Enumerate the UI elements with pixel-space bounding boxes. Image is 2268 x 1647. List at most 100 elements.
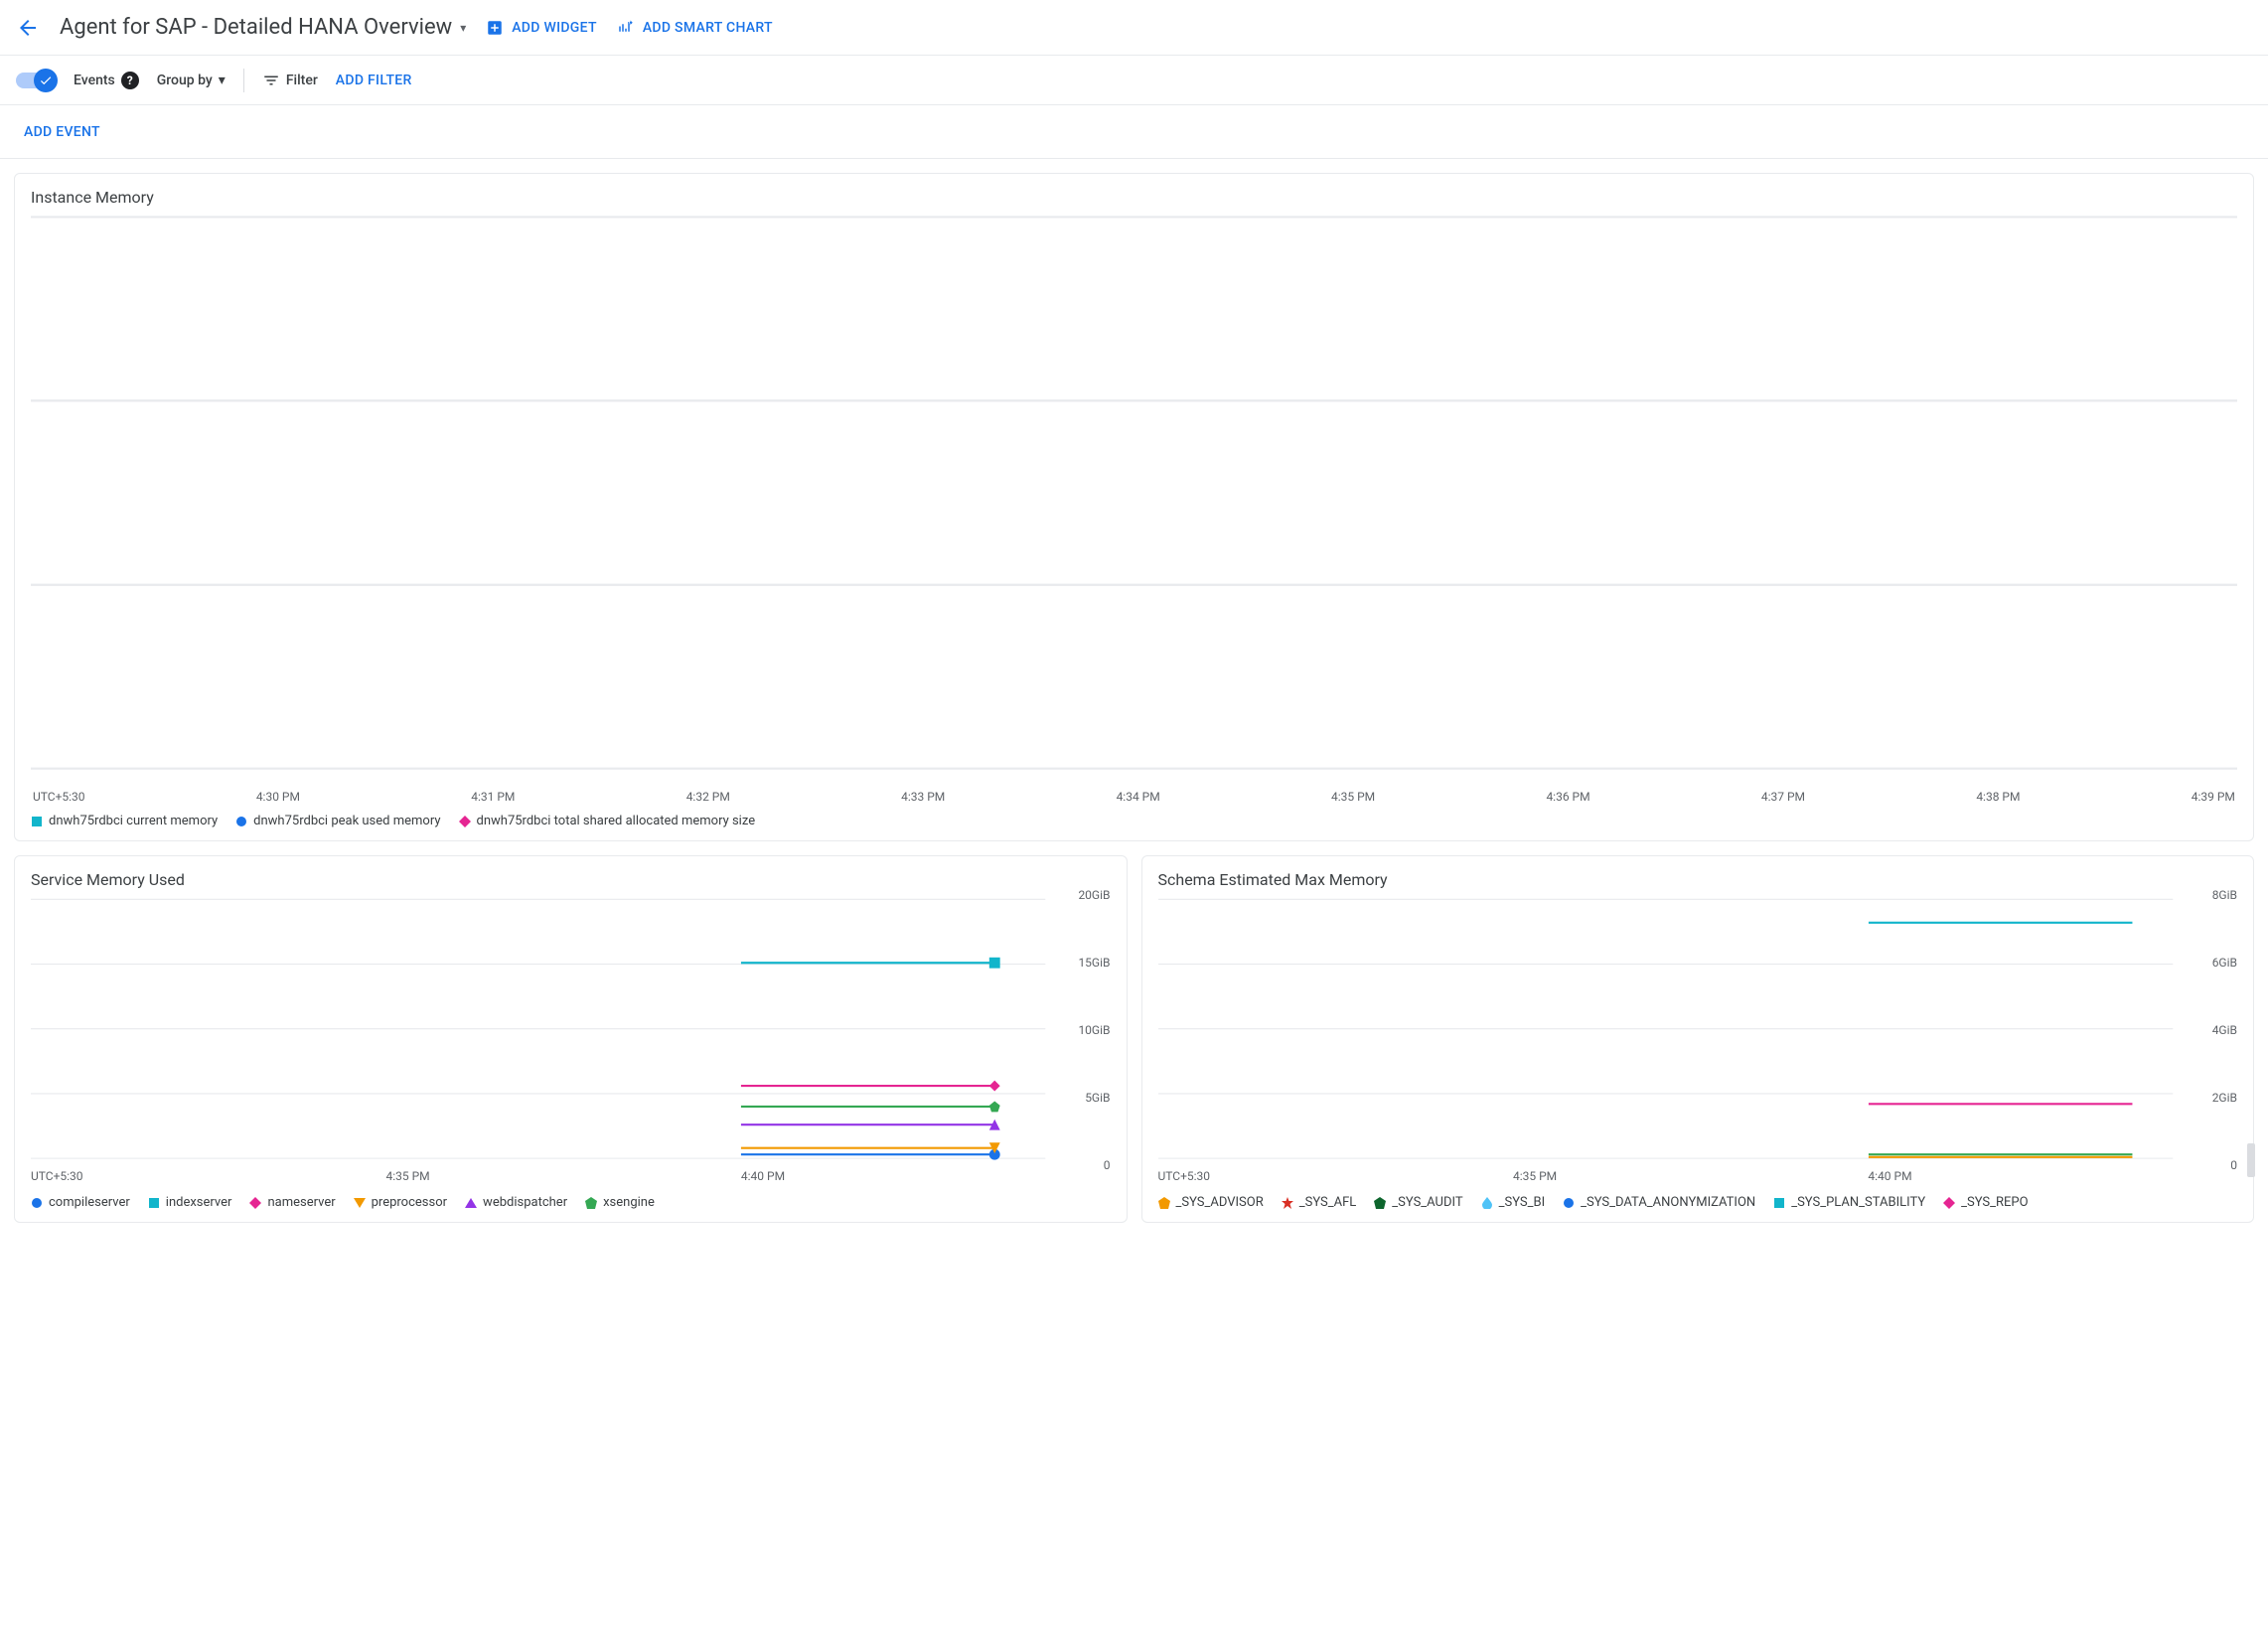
legend-label: dnwh75rdbci peak used memory [253,814,440,828]
legend-swatch [31,1197,43,1209]
x-tick: 4:35 PM [1513,1169,1557,1183]
y-tick: 10GiB [1078,1023,1110,1037]
legend-swatch [1481,1197,1493,1209]
legend-item[interactable]: _SYS_AUDIT [1374,1195,1462,1210]
legend-item[interactable]: dnwh75rdbci total shared allocated memor… [459,814,756,828]
x-axis-schema: UTC+5:304:35 PM4:40 PM [1158,1169,2238,1185]
legend-service: compileserver indexserver nameserver prepro… [31,1195,1111,1210]
legend-swatch [1158,1197,1170,1209]
x-tick: 4:30 PM [256,790,300,804]
x-tick: 4:32 PM [686,790,730,804]
legend-swatch [459,816,471,827]
legend-label: xsengine [603,1195,655,1210]
legend-label: nameserver [267,1195,335,1210]
tz-label: UTC+5:30 [33,790,85,804]
legend-swatch [235,816,247,827]
x-tick: 4:35 PM [1331,790,1375,804]
legend-swatch [249,1197,261,1209]
add-event-button[interactable]: ADD EVENT [24,124,100,140]
legend-instance: dnwh75rdbci current memory dnwh75rdbci pe… [31,814,2237,828]
x-tick: 4:39 PM [2192,790,2235,804]
help-icon[interactable]: ? [121,72,139,89]
filter-bar: Events ? Group by ▾ Filter ADD FILTER [0,56,2268,105]
events-label-group: Events ? [74,72,139,89]
event-bar: ADD EVENT [0,105,2268,159]
legend-label: _SYS_DATA_ANONYMIZATION [1581,1195,1755,1210]
legend-item[interactable]: _SYS_DATA_ANONYMIZATION [1563,1195,1755,1210]
scrollbar-thumb[interactable] [2247,1143,2255,1177]
legend-label: preprocessor [372,1195,447,1210]
x-axis-service: UTC+5:30 4:35 PM 4:40 PM [31,1169,1111,1185]
chevron-down-icon: ▾ [219,73,226,88]
legend-item[interactable]: nameserver [249,1195,335,1210]
legend-label: _SYS_AFL [1299,1195,1357,1210]
legend-label: _SYS_BI [1499,1195,1546,1210]
add-filter-button[interactable]: ADD FILTER [336,73,412,88]
legend-item[interactable]: dnwh75rdbci current memory [31,814,218,828]
chart-service-memory[interactable]: 20GiB15GiB10GiB5GiB0 [31,895,1111,1165]
events-toggle[interactable] [16,73,56,88]
legend-item[interactable]: preprocessor [354,1195,447,1210]
dashboard-grid: Instance Memory UTC+5:304:30 PM4:31 PM4:… [0,159,2268,1237]
card-service-memory: Service Memory Used 20GiB15GiB10GiB5GiB0… [14,855,1128,1223]
x-tick: 4:40 PM [741,1169,785,1183]
chart-instance-memory[interactable] [31,213,2237,786]
legend-label: compileserver [49,1195,130,1210]
legend-swatch [1282,1197,1293,1209]
legend-schema: _SYS_ADVISOR _SYS_AFL _SYS_AUDIT _SYS_BI _SY… [1158,1195,2238,1210]
legend-label: _SYS_REPO [1961,1195,2028,1210]
chart-schema-memory[interactable]: 8GiB6GiB4GiB2GiB0 [1158,895,2238,1165]
legend-item[interactable]: _SYS_AFL [1282,1195,1357,1210]
card-instance-memory: Instance Memory UTC+5:304:30 PM4:31 PM4:… [14,173,2254,841]
page-title: Agent for SAP - Detailed HANA Overview [60,15,452,40]
y-tick: 15GiB [1078,956,1110,970]
legend-item[interactable]: dnwh75rdbci peak used memory [235,814,440,828]
legend-swatch [1773,1197,1785,1209]
legend-item[interactable]: xsengine [585,1195,655,1210]
filter-control[interactable]: Filter [262,72,318,89]
chevron-down-icon: ▾ [460,21,466,35]
group-by-label: Group by [157,73,213,88]
legend-item[interactable]: _SYS_REPO [1943,1195,2028,1210]
tz-label: UTC+5:30 [31,1169,83,1183]
x-tick: 4:35 PM [385,1169,429,1183]
filter-icon [262,72,280,89]
back-arrow-icon[interactable] [16,16,40,40]
legend-item[interactable]: compileserver [31,1195,130,1210]
legend-swatch [465,1197,477,1209]
legend-item[interactable]: webdispatcher [465,1195,567,1210]
legend-label: indexserver [166,1195,232,1210]
x-tick: 4:37 PM [1761,790,1805,804]
page-title-dropdown[interactable]: Agent for SAP - Detailed HANA Overview ▾ [60,15,466,40]
legend-label: _SYS_AUDIT [1392,1195,1462,1210]
legend-swatch [354,1197,366,1209]
legend-item[interactable]: indexserver [148,1195,232,1210]
legend-label: webdispatcher [483,1195,567,1210]
legend-swatch [585,1197,597,1209]
scrollbar[interactable] [2245,866,2255,1222]
legend-label: dnwh75rdbci total shared allocated memor… [477,814,756,828]
x-tick: 4:33 PM [901,790,945,804]
card-schema-memory: Schema Estimated Max Memory 8GiB6GiB4GiB… [1141,855,2255,1223]
add-widget-button[interactable]: ADD WIDGET [486,19,597,37]
tz-label: UTC+5:30 [1158,1169,1211,1183]
legend-item[interactable]: _SYS_PLAN_STABILITY [1773,1195,1925,1210]
card-title: Schema Estimated Max Memory [1158,870,2238,889]
legend-item[interactable]: _SYS_BI [1481,1195,1546,1210]
legend-swatch [1374,1197,1386,1209]
card-title: Instance Memory [31,188,2237,207]
y-tick: 5GiB [1085,1091,1110,1105]
legend-item[interactable]: _SYS_ADVISOR [1158,1195,1264,1210]
x-tick: 4:36 PM [1546,790,1589,804]
events-label: Events [74,73,115,88]
legend-swatch [148,1197,160,1209]
y-tick: 2GiB [2212,1091,2237,1105]
add-widget-label: ADD WIDGET [512,20,597,36]
y-tick: 20GiB [1078,888,1110,902]
legend-swatch [31,816,43,827]
add-smart-chart-button[interactable]: ADD SMART CHART [617,19,773,37]
x-tick: 4:34 PM [1117,790,1160,804]
filter-label: Filter [286,73,318,88]
group-by-dropdown[interactable]: Group by ▾ [157,73,226,88]
card-title: Service Memory Used [31,870,1111,889]
